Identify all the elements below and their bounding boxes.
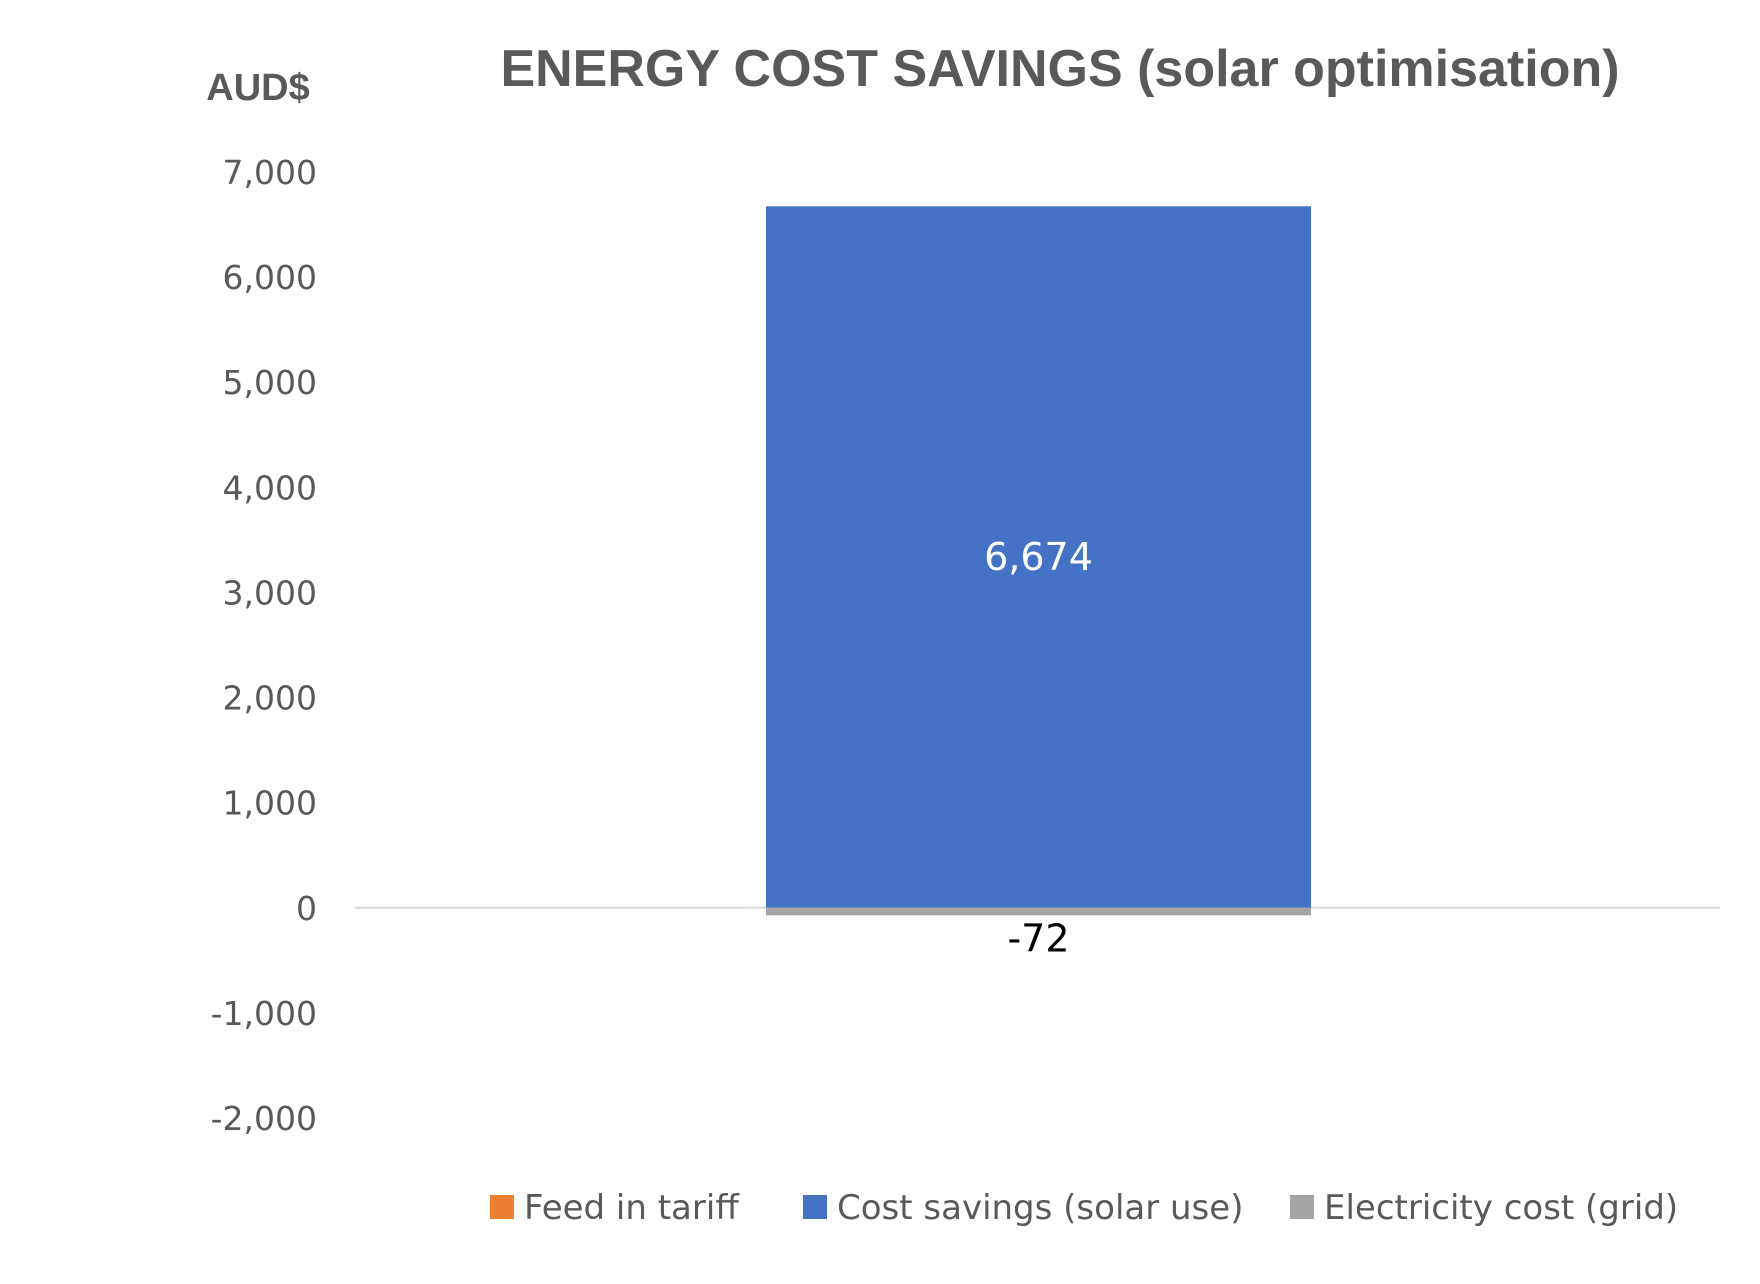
legend-swatch: [490, 1195, 514, 1219]
data-labels: 6,674 -72: [984, 535, 1093, 960]
legend-label: Cost savings (solar use): [837, 1188, 1243, 1228]
y-tick-label: 0: [296, 889, 317, 928]
legend-swatch: [803, 1195, 827, 1219]
y-tick-label: 3,000: [223, 573, 317, 612]
y-axis-unit-label: AUD$: [206, 67, 309, 109]
y-axis-ticks: 7,000 6,000 5,000 4,000 3,000 2,000 1,000 0 -1,0…: [211, 153, 317, 1138]
legend-item: Cost savings (solar use): [803, 1188, 1243, 1228]
legend-item: Feed in tariff: [490, 1188, 740, 1228]
legend-label: Feed in tariff: [524, 1188, 740, 1228]
y-tick-label: -2,000: [211, 1099, 317, 1138]
legend-swatch: [1290, 1195, 1314, 1219]
bar-electricity-cost-grid: [766, 907, 1311, 916]
y-tick-label: 1,000: [223, 784, 317, 823]
y-tick-label: 7,000: [223, 153, 317, 192]
y-tick-label: 5,000: [223, 363, 317, 402]
y-tick-label: 4,000: [223, 468, 317, 507]
y-tick-label: 6,000: [223, 258, 317, 297]
chart-title: ENERGY COST SAVINGS (solar optimisation): [500, 40, 1619, 98]
data-label: 6,674: [984, 535, 1093, 579]
legend-label: Electricity cost (grid): [1324, 1188, 1678, 1228]
bar-cost-savings-solar-use: [766, 206, 1311, 908]
legend-item: Electricity cost (grid): [1290, 1188, 1678, 1228]
y-tick-label: 2,000: [223, 679, 317, 718]
bars: [766, 206, 1311, 916]
legend: Feed in tariff Cost savings (solar use) El…: [490, 1188, 1678, 1228]
data-label: -72: [1007, 916, 1069, 960]
y-tick-label: -1,000: [211, 994, 317, 1033]
